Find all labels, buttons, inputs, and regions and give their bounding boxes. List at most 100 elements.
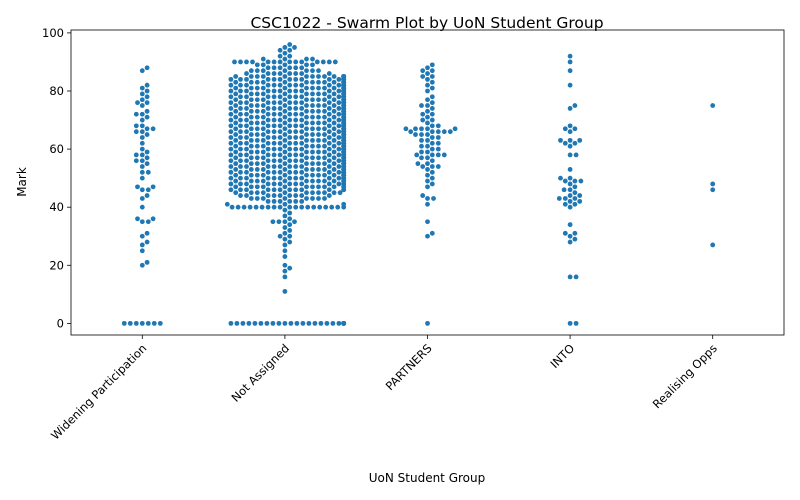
data-point — [304, 56, 309, 62]
data-point — [287, 111, 293, 117]
data-point — [310, 143, 315, 149]
data-point — [248, 120, 254, 126]
data-point — [293, 152, 299, 158]
data-point — [145, 219, 151, 225]
data-point — [260, 79, 266, 85]
data-point — [403, 126, 409, 132]
data-point — [299, 71, 305, 76]
data-point — [293, 135, 299, 140]
data-point — [562, 126, 568, 132]
data-point — [336, 94, 342, 100]
data-point — [336, 117, 342, 123]
data-point — [425, 88, 430, 94]
data-point — [293, 94, 299, 100]
data-point — [299, 117, 305, 123]
data-point — [139, 85, 145, 91]
data-point — [244, 175, 249, 181]
data-point — [282, 230, 288, 236]
data-point — [270, 219, 276, 225]
data-point — [238, 187, 243, 193]
data-point — [121, 320, 127, 326]
data-point — [254, 149, 260, 155]
data-point — [322, 190, 327, 196]
data-point — [577, 193, 583, 198]
data-point — [254, 97, 260, 103]
data-point — [254, 108, 260, 114]
data-point — [330, 320, 336, 326]
data-point — [254, 143, 260, 149]
data-point — [127, 320, 133, 326]
data-point — [238, 169, 243, 175]
data-point — [228, 76, 234, 82]
data-point — [252, 320, 258, 326]
data-point — [336, 146, 342, 152]
data-point — [233, 108, 239, 114]
data-point — [310, 161, 315, 167]
data-point — [258, 320, 264, 326]
data-point — [265, 117, 271, 123]
data-point — [260, 161, 266, 167]
data-point — [265, 88, 271, 94]
data-point — [282, 108, 288, 114]
data-point — [293, 181, 299, 187]
data-point — [326, 193, 332, 198]
data-point — [322, 149, 327, 155]
data-point — [271, 181, 277, 187]
data-point — [310, 126, 315, 132]
data-point — [299, 146, 305, 152]
data-point — [425, 103, 430, 108]
data-point — [287, 117, 293, 123]
data-point — [260, 167, 266, 172]
data-point — [310, 149, 315, 155]
data-point — [304, 161, 309, 167]
data-point — [277, 140, 283, 146]
data-point — [572, 140, 578, 146]
data-point — [254, 114, 260, 120]
data-point — [282, 79, 288, 85]
data-point — [419, 149, 424, 155]
data-point — [287, 140, 293, 146]
data-point — [139, 248, 145, 254]
data-point — [425, 172, 430, 178]
data-point — [420, 117, 426, 123]
data-point — [271, 135, 277, 140]
data-point — [144, 155, 150, 161]
data-point — [299, 181, 305, 187]
data-point — [322, 137, 327, 143]
data-point — [331, 85, 337, 91]
data-point — [336, 175, 342, 181]
data-point — [293, 198, 299, 204]
data-point — [425, 143, 430, 149]
data-point — [558, 137, 563, 143]
data-point — [429, 94, 435, 100]
data-point — [277, 117, 283, 123]
data-point — [265, 111, 271, 117]
data-point — [429, 164, 435, 169]
data-point — [238, 193, 243, 198]
data-point — [429, 111, 435, 117]
data-point — [415, 161, 421, 167]
data-point — [293, 59, 299, 65]
data-point — [435, 129, 441, 135]
data-point — [228, 146, 234, 152]
data-point — [425, 65, 430, 71]
x-axis-label: UoN Student Group — [369, 471, 486, 485]
data-point — [248, 143, 254, 149]
data-point — [277, 47, 283, 53]
data-point — [710, 103, 716, 108]
data-point — [238, 94, 243, 100]
data-point — [331, 91, 337, 97]
data-point — [254, 62, 260, 68]
data-point — [299, 106, 305, 111]
data-point — [144, 100, 150, 106]
data-point — [304, 149, 309, 155]
data-point — [244, 106, 249, 111]
data-point — [419, 143, 424, 149]
data-point — [299, 135, 305, 140]
data-point — [248, 132, 254, 137]
data-point — [229, 204, 235, 210]
data-point — [299, 76, 305, 82]
data-point — [244, 111, 249, 117]
data-point — [144, 193, 150, 198]
data-point — [247, 204, 253, 210]
